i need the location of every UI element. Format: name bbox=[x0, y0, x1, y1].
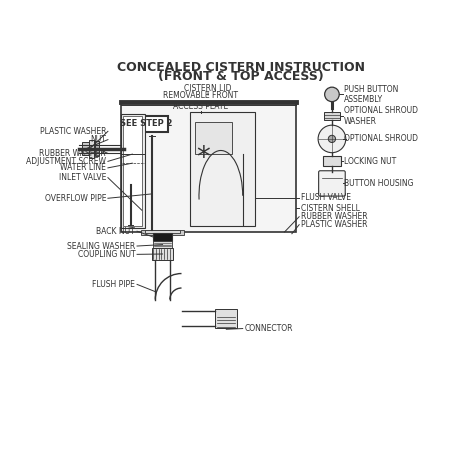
Text: WATER LINE: WATER LINE bbox=[60, 164, 106, 172]
FancyBboxPatch shape bbox=[124, 116, 168, 132]
Text: SEALING WASHER: SEALING WASHER bbox=[67, 242, 135, 251]
Circle shape bbox=[318, 125, 346, 153]
Bar bbox=[121, 102, 296, 232]
Text: ADJUSTMENT SCREW: ADJUSTMENT SCREW bbox=[26, 157, 106, 166]
Text: LOCKING NUT: LOCKING NUT bbox=[344, 157, 396, 166]
Bar bbox=[145, 230, 180, 234]
Bar bbox=[141, 230, 184, 235]
Bar bbox=[153, 233, 172, 241]
Text: CONCEALED CISTERN INSTRUCTION: CONCEALED CISTERN INSTRUCTION bbox=[117, 62, 365, 74]
Text: CONNECTOR: CONNECTOR bbox=[244, 324, 293, 333]
Bar bbox=[152, 248, 173, 260]
Text: SEE STEP 2: SEE STEP 2 bbox=[120, 119, 172, 128]
Text: FLUSH VALVE: FLUSH VALVE bbox=[301, 193, 351, 202]
Bar bbox=[215, 309, 237, 328]
Bar bbox=[95, 141, 99, 156]
Text: CISTERN SHELL: CISTERN SHELL bbox=[301, 204, 360, 213]
Text: RUBBER WASHER: RUBBER WASHER bbox=[301, 212, 368, 221]
Text: OPTIONAL SHROUD
WASHER: OPTIONAL SHROUD WASHER bbox=[344, 106, 417, 126]
Bar bbox=[89, 140, 94, 158]
Bar bbox=[190, 112, 256, 227]
Text: FLUSH PIPE: FLUSH PIPE bbox=[93, 280, 135, 289]
Text: OVERFLOW PIPE: OVERFLOW PIPE bbox=[45, 194, 106, 203]
Text: BACK NUT: BACK NUT bbox=[96, 227, 135, 235]
Text: INLET VALVE: INLET VALVE bbox=[59, 173, 106, 182]
Text: NUT: NUT bbox=[90, 135, 106, 144]
Text: OPTIONAL SHROUD: OPTIONAL SHROUD bbox=[344, 134, 417, 143]
Bar bbox=[123, 116, 142, 227]
Circle shape bbox=[328, 135, 336, 142]
Text: (FRONT & TOP ACCESS): (FRONT & TOP ACCESS) bbox=[158, 70, 324, 83]
Text: PLASTIC WASHER: PLASTIC WASHER bbox=[301, 220, 368, 229]
Text: CISTERN LID: CISTERN LID bbox=[184, 84, 232, 93]
Text: PLASTIC WASHER: PLASTIC WASHER bbox=[39, 127, 106, 136]
Text: COUPLING NUT: COUPLING NUT bbox=[78, 250, 135, 259]
Bar bbox=[153, 241, 172, 248]
Bar bbox=[324, 112, 340, 120]
Bar bbox=[121, 114, 145, 228]
Bar bbox=[82, 142, 89, 155]
Bar bbox=[196, 122, 232, 154]
Text: *: * bbox=[196, 144, 210, 172]
Bar bbox=[323, 157, 341, 166]
Text: PUSH BUTTON
ASSEMBLY: PUSH BUTTON ASSEMBLY bbox=[344, 85, 398, 104]
Text: REMOVABLE FRONT
ACCESS PLATE: REMOVABLE FRONT ACCESS PLATE bbox=[163, 91, 238, 111]
Text: BUTTON HOUSING: BUTTON HOUSING bbox=[344, 179, 413, 188]
FancyBboxPatch shape bbox=[319, 171, 345, 196]
Circle shape bbox=[325, 87, 339, 102]
Text: RUBBER WASHER: RUBBER WASHER bbox=[39, 149, 106, 158]
